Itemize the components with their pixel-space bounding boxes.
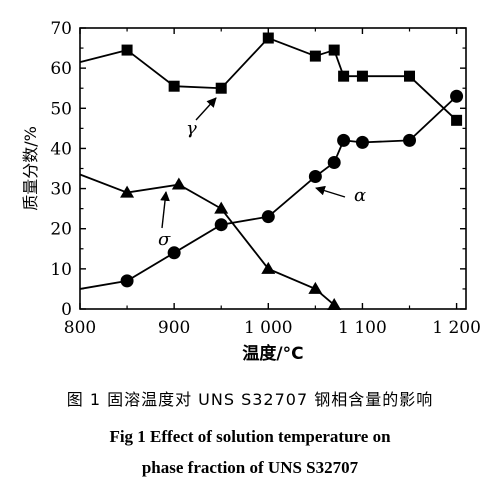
- data-point-square: [451, 114, 463, 126]
- data-point-circle: [214, 218, 228, 232]
- x-axis-label: 温度/°C: [242, 343, 303, 364]
- data-point-circle: [308, 170, 322, 184]
- data-point-circle: [355, 135, 369, 149]
- x-tick-label: 1 100: [338, 318, 387, 338]
- series-label: σ: [158, 229, 171, 250]
- data-point-square: [168, 80, 180, 92]
- x-tick-label: 800: [64, 318, 96, 338]
- data-point-circle: [337, 133, 351, 147]
- data-point-square: [121, 44, 133, 56]
- data-point-circle: [261, 210, 275, 224]
- annotations: γ α σ: [158, 97, 366, 250]
- series-label: γ: [186, 118, 197, 139]
- y-tick-label: 40: [50, 139, 72, 159]
- axes: 800 900 1 000 1 100 1 200 0 10 20 30 40 50 60 70 温度/°…: [21, 19, 481, 364]
- data-point-triangle: [120, 185, 135, 198]
- data-point-triangle: [327, 297, 342, 310]
- y-tick-label: 0: [61, 300, 72, 320]
- data-point-square: [338, 70, 350, 82]
- data-point-circle: [120, 274, 134, 288]
- data-point-triangle: [214, 201, 229, 214]
- data-point-square: [404, 70, 416, 82]
- series-triangle: [79, 173, 342, 310]
- x-tick-label: 900: [158, 318, 190, 338]
- data-point-circle: [167, 246, 181, 260]
- phase-fraction-chart: 800 900 1 000 1 100 1 200 0 10 20 30 40 50 60 70 温度/°…: [21, 19, 481, 364]
- data-point-circle: [450, 89, 464, 103]
- x-tick-label: 1 000: [244, 318, 293, 338]
- data-point-circle: [327, 155, 341, 169]
- y-tick-label: 10: [50, 260, 72, 280]
- series-line: [79, 95, 458, 290]
- data-point-square: [356, 70, 368, 82]
- data-point-square: [262, 32, 274, 44]
- data-point-triangle: [171, 177, 186, 190]
- plot-frame: [79, 27, 467, 310]
- y-tick-label: 20: [50, 220, 72, 240]
- data-point-triangle: [308, 281, 323, 294]
- data-point-square: [309, 50, 321, 62]
- series-layer: [79, 32, 464, 310]
- series-line: [79, 36, 458, 121]
- series-label-arrow: [160, 191, 170, 229]
- data-point-square: [328, 44, 340, 56]
- y-tick-label: 30: [50, 180, 72, 200]
- x-tick-label: 1 200: [432, 318, 481, 338]
- y-tick-label: 60: [50, 59, 72, 79]
- y-tick-label: 70: [50, 19, 72, 39]
- caption-chinese: 图 1 固溶温度对 UNS S32707 钢相含量的影响: [66, 390, 434, 409]
- data-point-circle: [403, 133, 417, 147]
- caption-english-line-1: Fig 1 Effect of solution temperature on: [109, 427, 391, 446]
- caption-english-line-2: phase fraction of UNS S32707: [141, 458, 359, 477]
- series-square: [79, 32, 463, 126]
- series-label-arrow: [315, 185, 346, 198]
- series-circle: [79, 89, 464, 290]
- data-point-square: [215, 82, 227, 94]
- series-label: α: [354, 185, 366, 206]
- y-axis-label: 质量分数/%: [21, 126, 40, 211]
- data-point-triangle: [261, 261, 276, 274]
- series-label-arrow: [195, 97, 217, 121]
- y-tick-label: 50: [50, 99, 72, 119]
